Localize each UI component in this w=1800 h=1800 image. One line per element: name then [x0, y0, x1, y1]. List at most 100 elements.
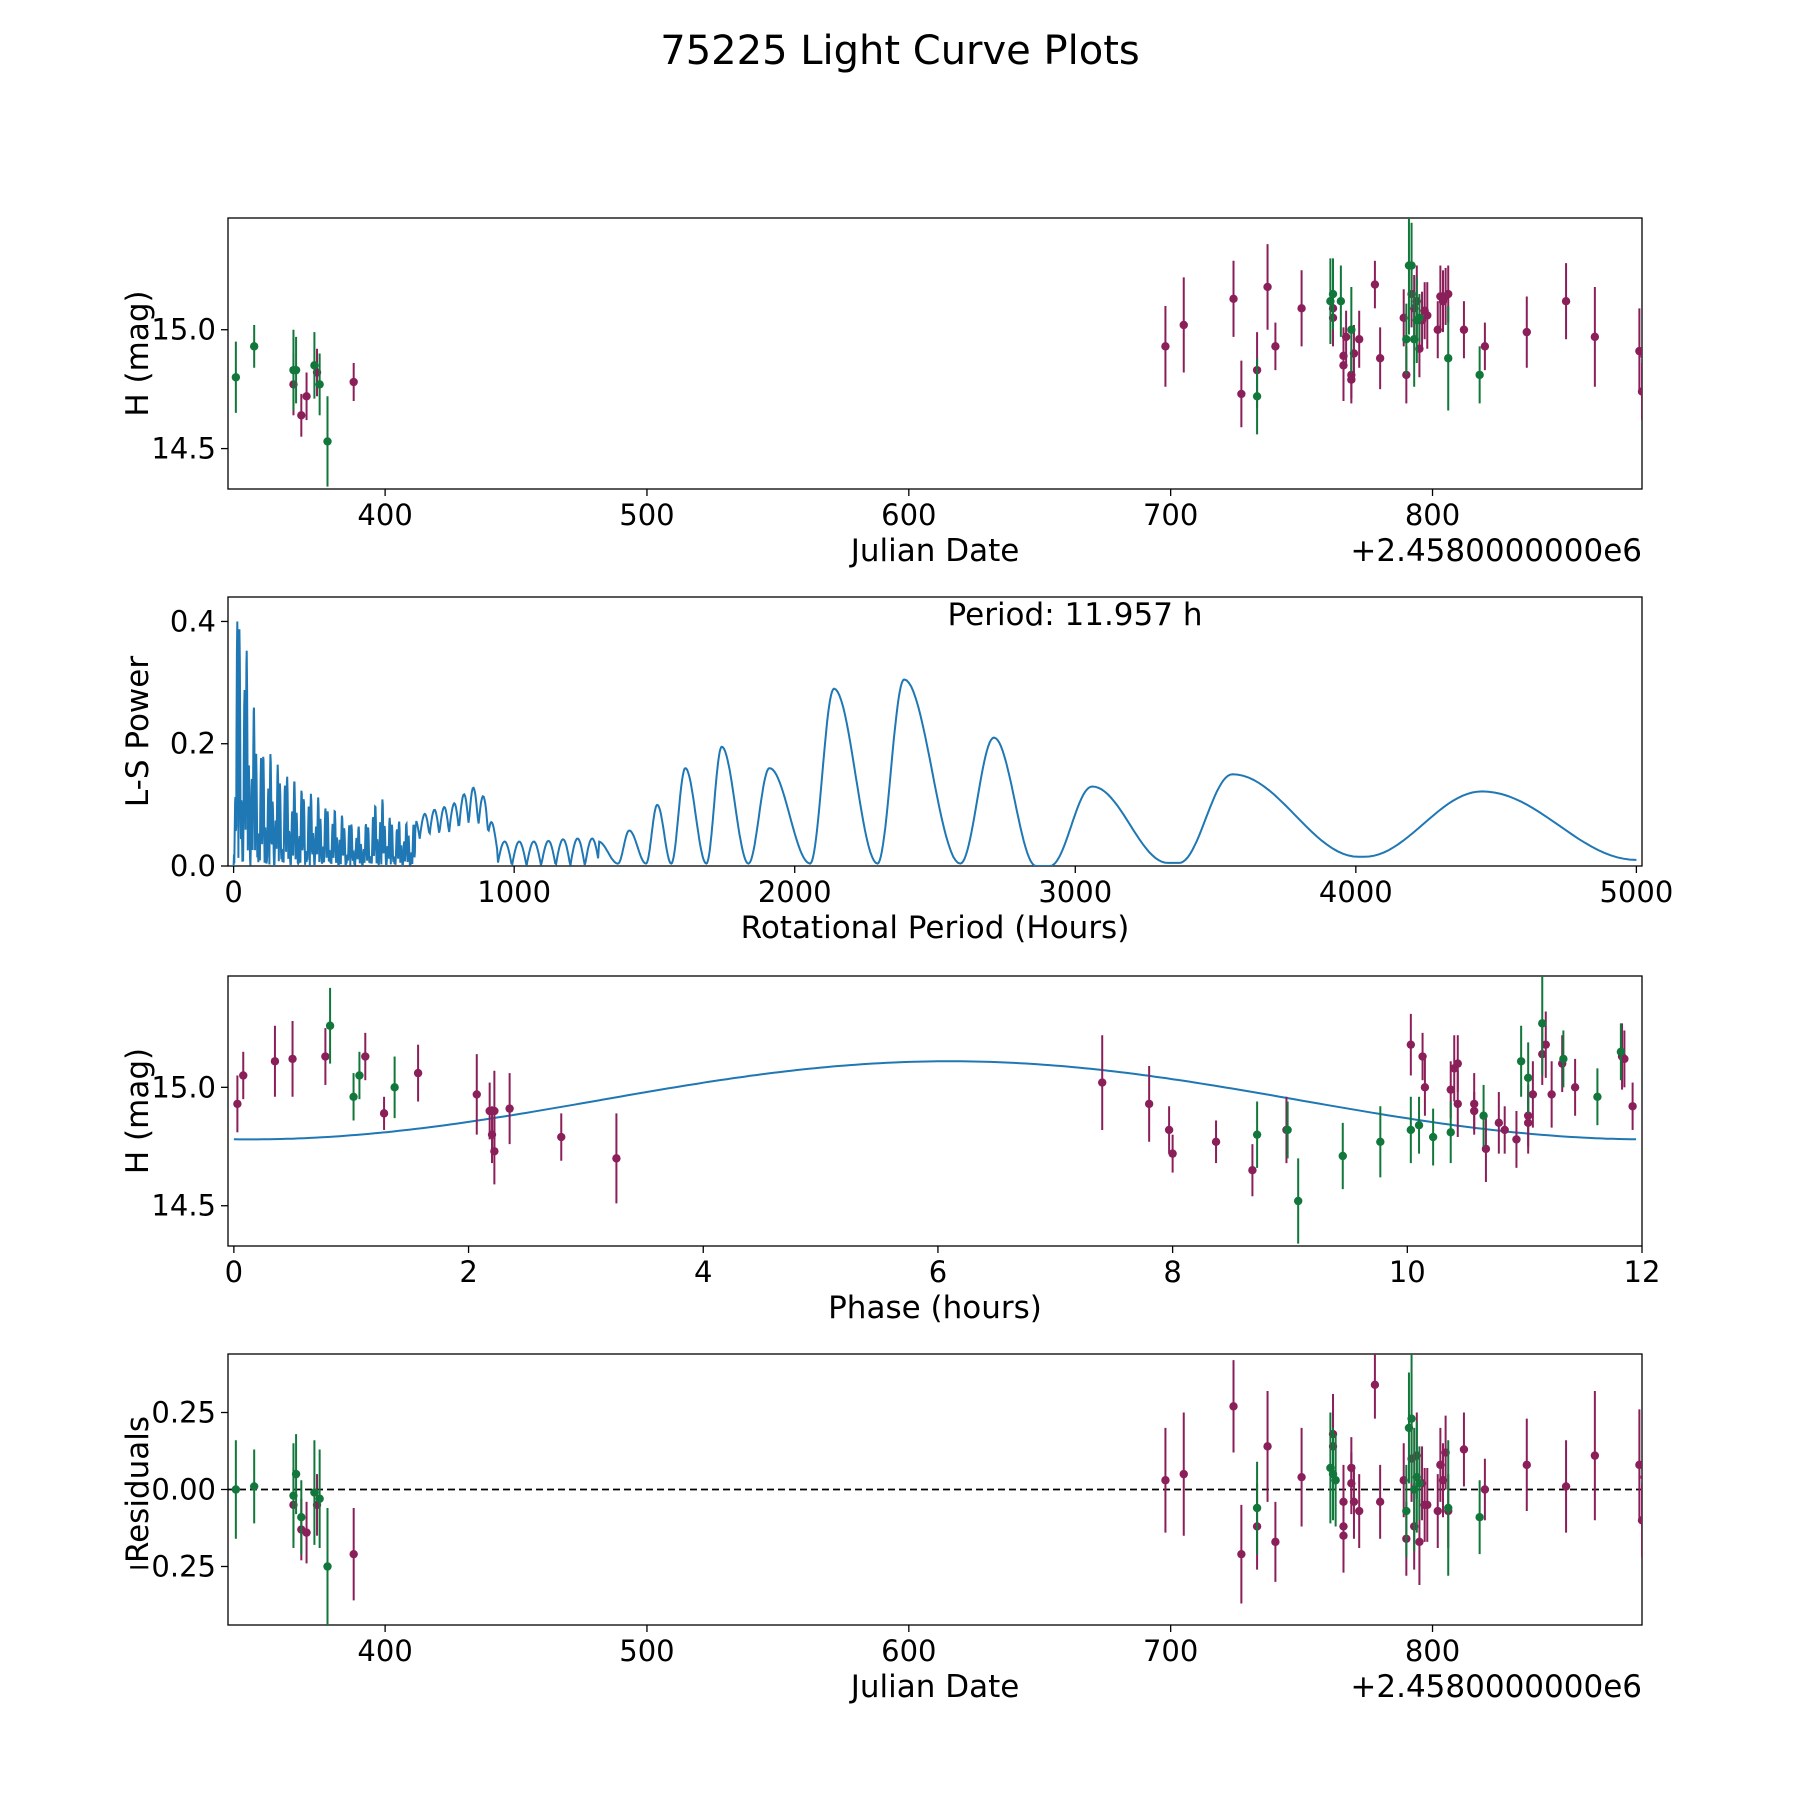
- x-tick-label: 800: [1405, 498, 1460, 532]
- x-tick-label: 500: [619, 1634, 674, 1668]
- magenta-data-point: [1528, 1090, 1538, 1099]
- magenta-data-point: [233, 1099, 242, 1109]
- green-data-point: [1516, 1057, 1526, 1066]
- magenta-data-point: [1512, 1135, 1521, 1144]
- green-data-point: [315, 380, 324, 389]
- green-data-point: [1402, 335, 1411, 344]
- x-tick-label: 1000: [477, 875, 551, 909]
- magenta-data-point: [321, 1052, 330, 1061]
- green-data-point: [1336, 297, 1346, 306]
- magenta-data-point: [1161, 1476, 1170, 1485]
- y-tick-label: 0.4: [170, 604, 216, 638]
- y-tick-label: 0.25: [151, 1396, 216, 1430]
- magenta-data-point: [1375, 354, 1385, 363]
- magenta-data-point: [1500, 1125, 1509, 1135]
- panel-phased-lightcurve: 0 2 4 6 8 10 12 14.5 15.0 Phase (hours) H (mag): [120, 975, 1661, 1326]
- magenta-data-point: [288, 1054, 297, 1064]
- magenta-data-point: [349, 1549, 358, 1559]
- period-annotation: Period: 11.957 h: [948, 597, 1203, 633]
- green-data-point: [291, 1469, 301, 1479]
- magenta-data-point: [1355, 335, 1364, 344]
- magenta-data-point: [1229, 1402, 1238, 1411]
- green-data-point: [1444, 354, 1453, 363]
- magenta-data-point: [1420, 1083, 1430, 1092]
- plot-area: [233, 976, 1637, 1244]
- green-data-point: [1347, 325, 1356, 334]
- magenta-data-point: [1355, 1506, 1364, 1516]
- magenta-data-point: [1590, 332, 1600, 342]
- magenta-data-point: [239, 1071, 248, 1080]
- panel-raw-lightcurve: 400 500 600 700 800 14.5 15.0 Julian Date H (mag…: [120, 217, 1643, 569]
- x-tick-label: 700: [1143, 1634, 1198, 1668]
- magenta-data-point: [1459, 1445, 1469, 1454]
- magenta-data-point: [505, 1104, 514, 1113]
- model-curve: [233, 1060, 1637, 1141]
- green-data-point: [1407, 261, 1416, 270]
- green-data-point: [297, 1513, 306, 1522]
- green-data-point: [355, 1071, 364, 1080]
- magenta-data-point: [1229, 294, 1238, 304]
- magenta-data-point: [1459, 325, 1469, 334]
- x-tick-label: 0: [224, 875, 242, 909]
- figure-title: 75225 Light Curve Plots: [660, 28, 1139, 74]
- periodogram-line: [232, 621, 1637, 866]
- green-data-point: [249, 342, 259, 351]
- green-data-point: [231, 373, 241, 382]
- magenta-data-point: [302, 1528, 311, 1537]
- y-tick-label: 14.5: [151, 1189, 216, 1223]
- green-data-point: [1331, 1476, 1340, 1485]
- plot-frame: [227, 596, 1643, 867]
- y-tick-label: 15.0: [151, 313, 216, 347]
- magenta-data-point: [1179, 320, 1188, 330]
- x-tick-label: 800: [1405, 1634, 1460, 1668]
- magenta-data-point: [270, 1057, 280, 1066]
- magenta-data-point: [1640, 352, 1642, 360]
- panel-residuals: 400 500 600 700 800 0.25 0.00 −0.25 Julian Date R…: [120, 1353, 1654, 1705]
- x-offset-label: +2.4580000000e6: [1350, 533, 1642, 569]
- magenta-data-point: [1098, 1078, 1107, 1087]
- green-data-point: [323, 1562, 332, 1571]
- green-data-point: [1444, 1503, 1453, 1513]
- green-data-point: [1475, 1513, 1484, 1522]
- magenta-data-point: [1339, 361, 1348, 370]
- plot-frame: [227, 217, 1643, 490]
- magenta-data-point: [361, 1052, 370, 1061]
- magenta-data-point: [1453, 1099, 1462, 1109]
- y-tick-label: 14.5: [151, 432, 216, 466]
- x-tick-label: 12: [1624, 1255, 1661, 1289]
- y-tick-label: 15.0: [151, 1070, 216, 1104]
- magenta-data-point: [1237, 1549, 1246, 1559]
- magenta-data-point: [472, 1090, 481, 1099]
- magenta-data-point: [1646, 1510, 1654, 1518]
- magenta-data-point: [1263, 282, 1272, 292]
- magenta-data-point: [1423, 1500, 1432, 1510]
- green-data-point: [1616, 1047, 1626, 1056]
- magenta-data-point: [1271, 342, 1280, 351]
- magenta-data-point: [1547, 1090, 1556, 1099]
- magenta-data-point: [1494, 1118, 1504, 1128]
- x-tick-label: 4000: [1319, 875, 1393, 909]
- x-tick-label: 10: [1389, 1255, 1426, 1289]
- green-data-point: [1523, 1073, 1533, 1083]
- x-tick-label: 500: [619, 498, 674, 532]
- x-tick-label: 700: [1143, 498, 1198, 532]
- green-data-point: [1376, 1137, 1385, 1146]
- green-data-point: [1293, 1196, 1303, 1206]
- green-data-point: [1428, 1132, 1438, 1142]
- x-tick-label: 2000: [758, 875, 832, 909]
- magenta-data-point: [297, 411, 306, 420]
- magenta-data-point: [1168, 1149, 1177, 1158]
- magenta-data-point: [1237, 389, 1246, 399]
- x-offset-label: +2.4580000000e6: [1350, 1669, 1642, 1705]
- magenta-data-point: [1446, 1085, 1455, 1094]
- plot-area: [232, 621, 1637, 866]
- magenta-data-point: [1161, 342, 1170, 351]
- x-tick-label: 5000: [1599, 875, 1673, 909]
- green-data-point: [1328, 289, 1338, 299]
- green-data-point: [1252, 392, 1262, 401]
- x-tick-label: 6: [929, 1255, 947, 1289]
- magenta-data-point: [1297, 1472, 1306, 1482]
- green-data-point: [1446, 1128, 1455, 1137]
- y-axis-label: L-S Power: [120, 656, 156, 807]
